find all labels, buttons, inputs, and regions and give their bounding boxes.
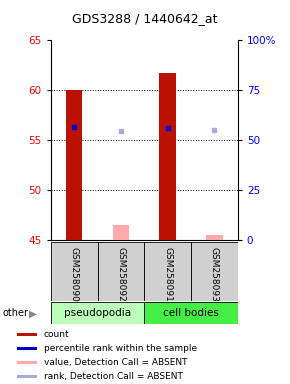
Text: count: count <box>44 330 69 339</box>
Bar <box>113 225 129 240</box>
Bar <box>51 242 97 301</box>
Text: GSM258090: GSM258090 <box>70 247 79 301</box>
Bar <box>206 235 223 240</box>
Text: rank, Detection Call = ABSENT: rank, Detection Call = ABSENT <box>44 372 182 381</box>
Text: pseudopodia: pseudopodia <box>64 308 131 318</box>
Bar <box>160 73 176 240</box>
Bar <box>17 375 37 379</box>
Bar <box>144 302 238 324</box>
Bar <box>17 361 37 364</box>
Bar <box>97 242 144 301</box>
Text: GSM258093: GSM258093 <box>210 247 219 301</box>
Text: GSM258091: GSM258091 <box>163 247 172 301</box>
Text: ▶: ▶ <box>29 308 37 318</box>
Bar <box>191 242 238 301</box>
Bar <box>144 242 191 301</box>
Text: GDS3288 / 1440642_at: GDS3288 / 1440642_at <box>72 12 218 25</box>
Bar <box>66 90 82 240</box>
Text: cell bodies: cell bodies <box>163 308 219 318</box>
Text: percentile rank within the sample: percentile rank within the sample <box>44 344 197 353</box>
Text: GSM258092: GSM258092 <box>116 247 125 301</box>
Bar <box>17 347 37 350</box>
Bar <box>17 333 37 336</box>
Bar <box>51 302 144 324</box>
Text: value, Detection Call = ABSENT: value, Detection Call = ABSENT <box>44 358 187 367</box>
Text: other: other <box>3 308 29 318</box>
